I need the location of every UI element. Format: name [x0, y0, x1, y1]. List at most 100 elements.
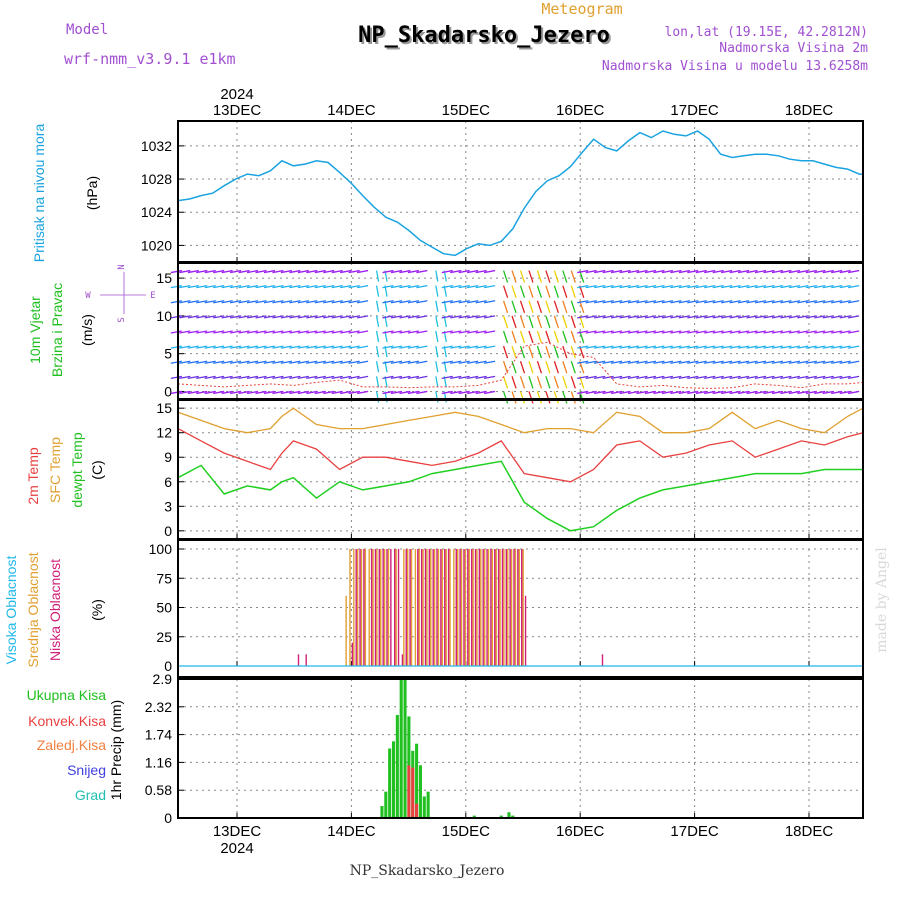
wind-arrow [187, 345, 199, 349]
wind-arrow [502, 391, 509, 404]
wind-arrow [737, 360, 750, 364]
wind-arrow [238, 315, 250, 319]
wind-arrow [297, 345, 309, 349]
wind-arrow [255, 390, 267, 395]
wind-arrow [213, 330, 225, 334]
wind-arrow [221, 360, 233, 364]
wind-arrow [814, 375, 826, 379]
wind-arrow [822, 345, 834, 349]
wind-arrow [805, 330, 817, 334]
compass-s: S [117, 317, 127, 322]
wind-arrow [636, 390, 648, 395]
wind-arrow [678, 390, 690, 395]
wind-arrow [797, 390, 809, 395]
precip-bar [499, 815, 503, 818]
wind-arrow [280, 300, 293, 304]
precip-bar [415, 743, 419, 818]
wind-arrow [221, 345, 233, 349]
wind-arrow [721, 360, 733, 364]
wind-arrow [331, 375, 343, 379]
wind-arrow [610, 345, 623, 349]
wind-arrow [594, 375, 606, 379]
wind-arrow [272, 375, 284, 379]
wind-arrow [780, 285, 792, 289]
wind-arrow [280, 375, 293, 379]
wind-arrow [577, 360, 589, 364]
wind-arrow [502, 345, 509, 359]
wind-arrow [704, 269, 716, 274]
wind-arrow [221, 390, 233, 395]
wind-arrow [670, 360, 682, 364]
wind-arrow [822, 269, 834, 274]
wind-arrow [553, 270, 559, 283]
wind-arrow [585, 345, 597, 349]
wind-arrow [483, 269, 496, 274]
wind-arrow [297, 269, 309, 274]
wind-arrow [678, 300, 690, 304]
wind-arrow [545, 285, 551, 298]
wind-arrow [246, 360, 259, 364]
wind-arrow [831, 269, 843, 274]
wind-arrow [788, 345, 801, 349]
wind-arrow [331, 330, 343, 334]
wind-arrow [340, 285, 352, 289]
precip-bar [407, 765, 411, 818]
wind-arrow [562, 361, 568, 374]
wind-arrow [788, 360, 801, 364]
wind-arrow [407, 300, 420, 304]
wind-arrow [704, 330, 716, 334]
wind-arrow [771, 269, 784, 274]
wind-arrow [238, 330, 250, 334]
wind-arrow [619, 315, 631, 319]
wind-arrow [467, 360, 479, 364]
wind-arrow [483, 345, 496, 349]
wind-arrow [670, 345, 682, 349]
wind-arrow [314, 360, 326, 364]
wind-arrow [570, 345, 576, 359]
wind-arrow [721, 300, 733, 304]
wind-arrow [179, 300, 191, 304]
wind-arrow [314, 330, 326, 334]
wind-arrow [746, 330, 758, 334]
wind-arrow [435, 270, 439, 282]
wind-arrow [238, 360, 250, 364]
wind-arrow [704, 360, 716, 364]
wind-arrow [721, 315, 733, 319]
wind-arrow [390, 269, 403, 274]
wind-arrow [712, 345, 724, 349]
wind-arrow [570, 330, 576, 344]
wind-arrow [435, 361, 439, 373]
wind-arrow [502, 315, 509, 329]
wind-arrow [382, 300, 394, 304]
wind-arrow [356, 360, 369, 364]
wind-arrow [805, 375, 817, 379]
wind-arrow [416, 330, 428, 334]
wind-arrow [314, 300, 326, 304]
wind-arrow [255, 300, 267, 304]
wind-arrow [602, 360, 614, 364]
wind-arrow [297, 390, 309, 395]
wind-arrow [314, 390, 326, 395]
wind-arrow [687, 315, 699, 319]
wind-arrow [636, 345, 648, 349]
dewpt-ylabel: dewpt Temp [69, 432, 85, 507]
wind-arrow [416, 300, 428, 304]
wind-arrow [204, 390, 216, 395]
wind-arrow [644, 285, 657, 289]
wind-arrow [585, 269, 597, 274]
wind-arrow [528, 376, 534, 389]
wind-arrow [619, 360, 631, 364]
model-elevation-text: Nadmorska Visina u modelu 13.6258m [602, 59, 868, 74]
wind-arrow [763, 315, 775, 319]
wind-arrow [196, 285, 208, 289]
wind-arrow [519, 285, 526, 298]
wind-arrow [399, 285, 411, 289]
wind-arrow [238, 375, 250, 379]
wind-arrow [737, 300, 750, 304]
wind-arrow [780, 345, 792, 349]
wind-arrow [458, 360, 470, 364]
wind-arrow [331, 345, 343, 349]
wind-arrow [704, 285, 716, 289]
wind-arrow [771, 330, 784, 334]
cloud-unit: (%) [89, 599, 105, 621]
